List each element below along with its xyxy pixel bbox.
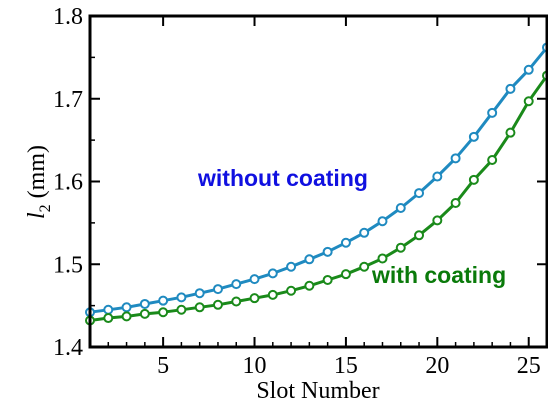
y-tick-label: 1.4	[53, 335, 83, 361]
x-tick-label: 25	[517, 353, 541, 379]
ticks-layer: 5 10 15 20 25 1.4 1.5 1.6 1.7 1.8	[53, 4, 548, 379]
x-tick-label: 15	[334, 353, 358, 379]
data-point-without-coating	[304, 254, 315, 265]
y-axis-label-sub: 2	[37, 204, 54, 212]
x-tick-label: 20	[425, 353, 449, 379]
data-point-with-coating	[523, 96, 534, 107]
data-point-without-coating	[139, 298, 150, 309]
data-point-without-coating	[359, 227, 370, 238]
data-point-without-coating	[267, 268, 278, 279]
data-point-without-coating	[231, 279, 242, 290]
data-point-with-coating	[212, 299, 223, 310]
y-tick-label: 1.5	[53, 252, 83, 278]
data-point-without-coating	[414, 188, 425, 199]
data-point-without-coating	[505, 83, 516, 94]
data-point-with-coating	[377, 253, 388, 264]
data-point-with-coating	[450, 198, 461, 209]
data-point-with-coating	[176, 304, 187, 315]
data-point-without-coating	[450, 153, 461, 164]
y-axis-label-main: l	[24, 212, 50, 219]
data-point-without-coating	[103, 304, 114, 315]
x-axis-label: Slot Number	[256, 378, 379, 404]
data-point-with-coating	[487, 154, 498, 165]
data-point-without-coating	[322, 246, 333, 257]
data-point-without-coating	[377, 216, 388, 227]
data-point-without-coating	[176, 292, 187, 303]
data-point-with-coating	[158, 307, 169, 318]
data-point-with-coating	[359, 261, 370, 272]
data-point-without-coating	[194, 288, 205, 299]
data-point-without-coating	[468, 131, 479, 142]
data-point-with-coating	[194, 302, 205, 313]
data-point-with-coating	[121, 311, 132, 322]
data-point-with-coating	[304, 280, 315, 291]
y-axis-label-unit: (mm)	[24, 145, 50, 198]
y-tick-label: 1.8	[53, 4, 83, 30]
data-point-with-coating	[468, 174, 479, 185]
data-point-with-coating	[432, 215, 443, 226]
data-point-without-coating	[395, 202, 406, 213]
data-point-with-coating	[249, 293, 260, 304]
data-point-without-coating	[212, 284, 223, 295]
series-layer	[85, 42, 548, 326]
data-point-without-coating	[158, 295, 169, 306]
y-tick-label: 1.6	[53, 170, 83, 196]
data-point-with-coating	[340, 269, 351, 280]
data-point-without-coating	[249, 274, 260, 285]
y-tick-label: 1.7	[53, 87, 83, 113]
data-point-with-coating	[231, 296, 242, 307]
data-point-without-coating	[523, 64, 534, 75]
data-point-without-coating	[121, 302, 132, 313]
data-point-with-coating	[505, 127, 516, 138]
annotation-with-coating: with coating	[371, 262, 506, 288]
data-point-with-coating	[286, 285, 297, 296]
data-point-with-coating	[267, 289, 278, 300]
data-point-without-coating	[487, 107, 498, 118]
annotation-without-coating: without coating	[197, 165, 368, 191]
data-point-with-coating	[322, 274, 333, 285]
data-point-with-coating	[414, 230, 425, 241]
data-point-without-coating	[286, 261, 297, 272]
data-point-without-coating	[340, 237, 351, 248]
data-point-without-coating	[432, 171, 443, 182]
x-tick-label: 10	[243, 353, 267, 379]
data-point-with-coating	[139, 308, 150, 319]
data-point-with-coating	[395, 242, 406, 253]
y-axis-label: l2 (mm)	[24, 145, 54, 219]
data-point-with-coating	[103, 313, 114, 324]
x-tick-label: 5	[157, 353, 169, 379]
